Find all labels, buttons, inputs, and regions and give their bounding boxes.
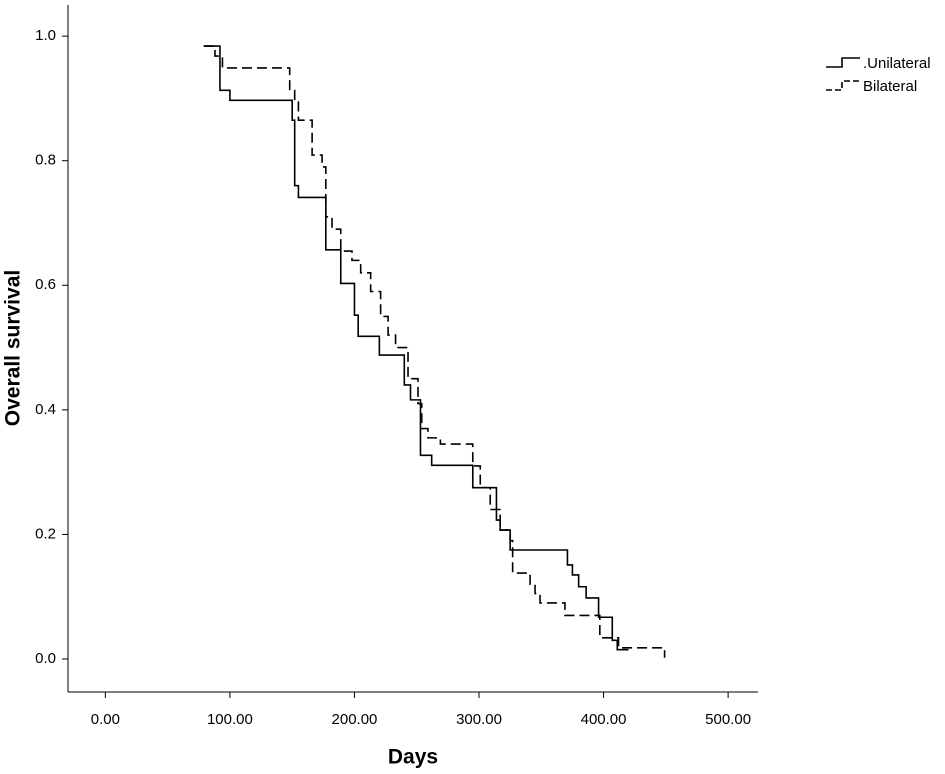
- survival-curve: [203, 45, 629, 651]
- x-tick-label: 400.00: [581, 711, 627, 728]
- legend-label: Bilateral: [863, 78, 917, 95]
- x-tick-label: 0.00: [91, 711, 120, 728]
- legend-label: .Unilateral: [863, 55, 931, 72]
- legend-symbol: [826, 57, 860, 68]
- x-tick-label: 500.00: [705, 711, 751, 728]
- y-tick-label: 0.4: [35, 401, 56, 418]
- y-tick-label: 1.0: [35, 27, 56, 44]
- legend-symbol: [826, 80, 860, 91]
- survival-curve: [203, 45, 666, 658]
- y-tick-label: 0.8: [35, 152, 56, 169]
- y-tick-label: 0.2: [35, 525, 56, 542]
- y-axis-title: Overall survival: [2, 270, 25, 426]
- x-tick-label: 200.00: [332, 711, 378, 728]
- x-tick-label: 100.00: [207, 711, 253, 728]
- x-tick-label: 300.00: [456, 711, 502, 728]
- x-axis-title: Days: [388, 746, 438, 769]
- y-tick-label: 0.6: [35, 276, 56, 293]
- y-tick-label: 0.0: [35, 650, 56, 667]
